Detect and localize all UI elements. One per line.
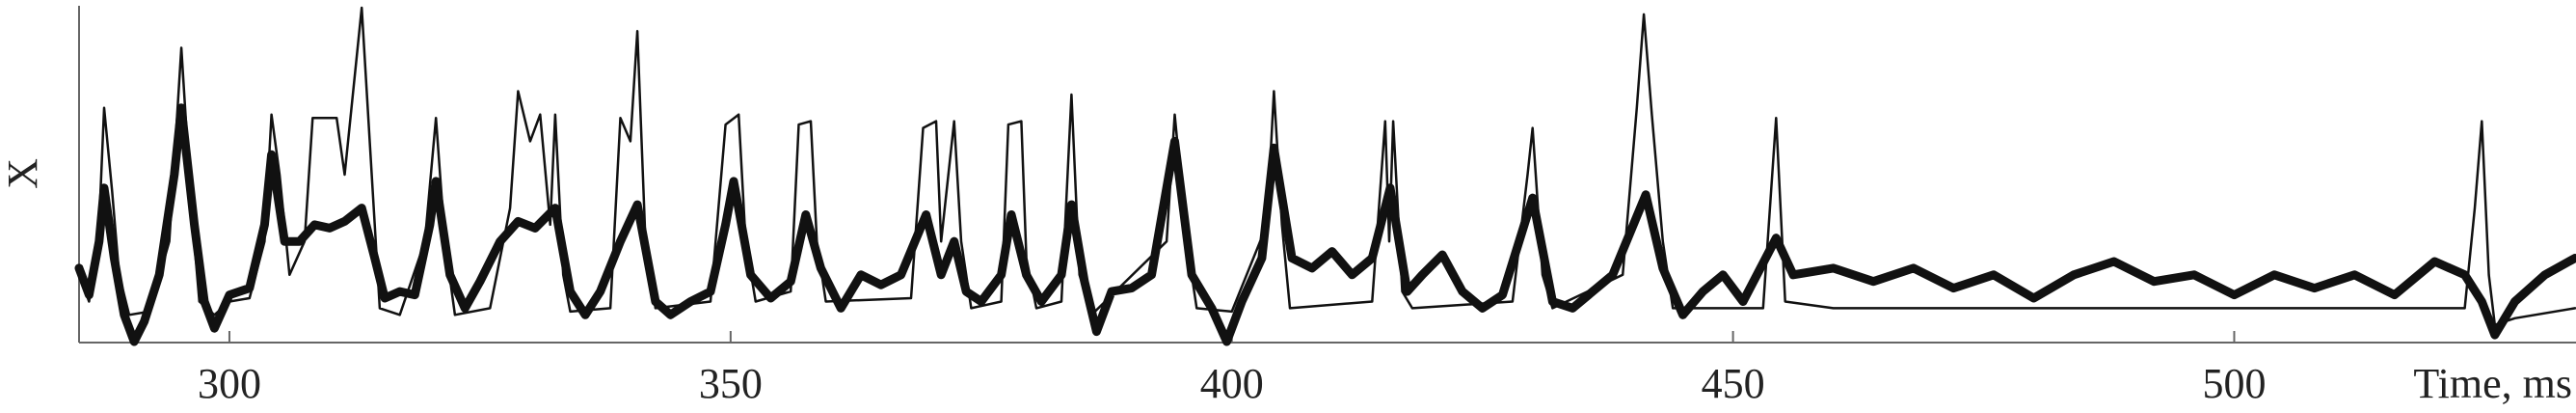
x-label-backdrop	[2352, 365, 2576, 413]
x-axis-label: Time, ms	[2413, 360, 2572, 407]
x-tick-label: 500	[2202, 360, 2266, 407]
y-axis-label: X	[0, 158, 46, 189]
x-tick-label: 350	[699, 360, 763, 407]
x-tick-label: 400	[1200, 360, 1264, 407]
x-tick-label: 300	[198, 360, 261, 407]
line-series	[74, 103, 2576, 346]
x-tick-label: 450	[1702, 360, 1765, 407]
